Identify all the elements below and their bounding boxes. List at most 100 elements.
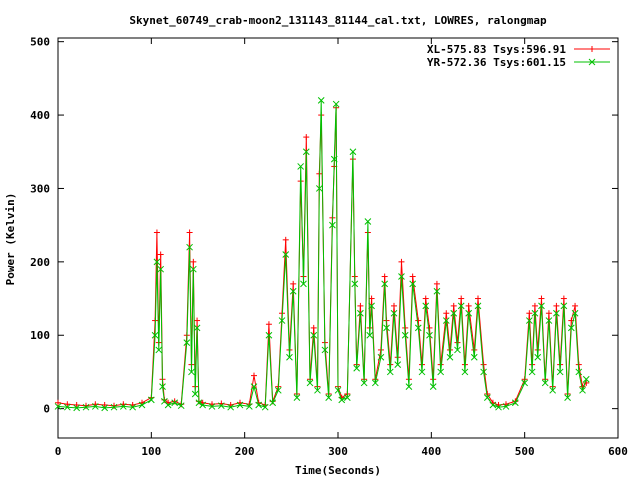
data-point: [119, 403, 127, 410]
data-point: [368, 302, 375, 310]
x-tick-label: 300: [328, 445, 348, 458]
data-point: [521, 379, 529, 387]
data-point: [495, 403, 502, 411]
data-point: [286, 353, 293, 361]
data-point: [351, 280, 359, 288]
data-point: [511, 399, 519, 407]
y-tick-label: 400: [30, 109, 50, 122]
data-point: [157, 251, 164, 258]
legend-marker: [588, 58, 596, 66]
data-point: [82, 403, 90, 411]
data-point: [528, 368, 536, 376]
data-point: [381, 280, 389, 288]
data-point: [321, 346, 329, 354]
data-point: [300, 280, 307, 288]
data-point: [575, 368, 583, 376]
data-point: [195, 399, 203, 407]
data-point: [386, 368, 394, 376]
data-point: [531, 302, 538, 309]
data-point: [177, 402, 185, 410]
data-point: [377, 353, 385, 361]
data-point: [357, 309, 364, 317]
data-point: [391, 302, 397, 309]
legend-sample-xl: [574, 46, 610, 52]
data-point: [564, 394, 571, 401]
legend-marker: [589, 46, 595, 52]
data-point: [329, 221, 336, 229]
data-point: [446, 353, 454, 361]
data-point: [250, 383, 258, 390]
data-point: [334, 386, 342, 394]
data-point: [183, 339, 191, 346]
data-point: [364, 218, 372, 225]
data-point: [193, 324, 201, 332]
data-point: [303, 134, 310, 141]
data-point: [457, 302, 465, 310]
data-point: [429, 383, 437, 390]
data-point: [186, 243, 193, 251]
data-point: [405, 383, 413, 390]
data-point: [502, 403, 510, 410]
data-point: [371, 379, 379, 387]
data-point: [64, 401, 71, 408]
data-point: [465, 302, 472, 309]
data-point: [199, 401, 207, 409]
data-point: [433, 287, 441, 295]
chart-title: Skynet_60749_crab-moon2_131143_81144_cal…: [129, 14, 547, 27]
data-point: [297, 163, 305, 170]
data-point: [343, 394, 351, 401]
data-point: [553, 302, 560, 309]
data-point: [261, 403, 269, 411]
legend-label-xl: XL-575.83 Tsys:596.91: [427, 43, 566, 56]
data-point: [245, 403, 253, 410]
x-tick-label: 600: [608, 445, 628, 458]
data-point: [461, 368, 469, 376]
data-point: [526, 310, 533, 317]
data-point: [414, 324, 422, 332]
data-point: [538, 302, 545, 310]
data-point: [332, 100, 340, 108]
x-axis-label: Time(Seconds): [295, 464, 381, 477]
data-point: [186, 229, 193, 236]
data-point: [315, 185, 323, 192]
legend: XL-575.83 Tsys:596.91 YR-572.36 Tsys:601…: [427, 43, 610, 69]
data-point: [293, 394, 301, 401]
data-point: [191, 390, 199, 398]
data-point: [73, 401, 80, 408]
data-point: [360, 379, 368, 387]
data-point: [474, 302, 482, 310]
data-point: [525, 317, 533, 324]
x-tick-label: 500: [515, 445, 535, 458]
x-tick-label: 400: [421, 445, 441, 458]
data-point: [458, 295, 465, 302]
data-point: [153, 258, 161, 266]
data-point: [265, 331, 273, 339]
data-point: [353, 364, 361, 372]
data-point: [582, 375, 590, 383]
data-point: [531, 309, 539, 317]
data-point: [579, 386, 586, 394]
data-point: [138, 401, 146, 409]
data-point: [110, 403, 118, 411]
data-point: [426, 324, 433, 331]
data-point: [159, 383, 166, 390]
data-point: [433, 280, 440, 287]
data-point: [274, 386, 282, 394]
data-point: [483, 394, 491, 401]
data-point: [306, 379, 314, 387]
data-point: [227, 403, 235, 411]
data-point: [401, 331, 409, 339]
data-point: [366, 331, 374, 339]
series-yr: [54, 97, 590, 412]
data-point: [190, 258, 197, 265]
data-point: [409, 273, 416, 280]
data-point: [101, 404, 109, 412]
data-point: [567, 324, 575, 332]
data-point: [398, 273, 405, 280]
data-point: [91, 403, 99, 410]
data-point: [450, 302, 457, 309]
data-point: [282, 251, 290, 258]
data-point: [534, 353, 542, 361]
data-point: [583, 379, 590, 386]
